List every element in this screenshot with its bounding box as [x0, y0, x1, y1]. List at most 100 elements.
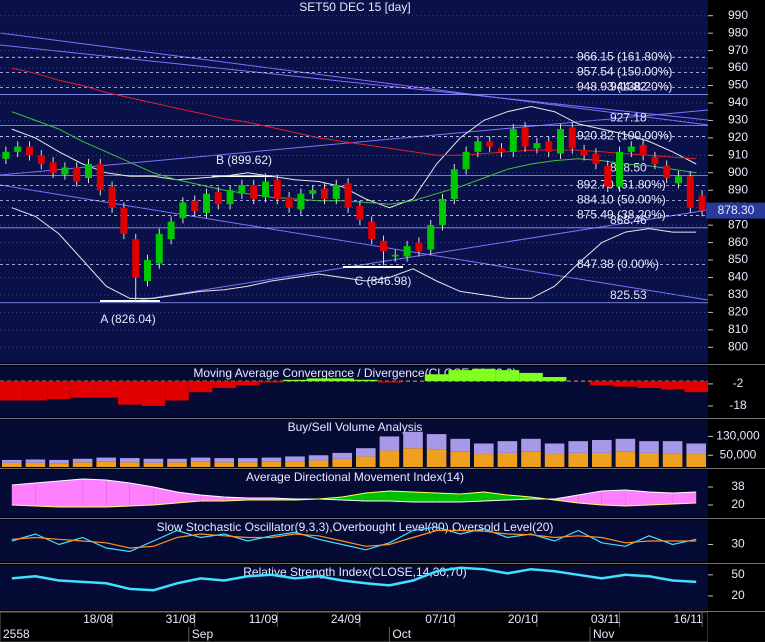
- volume-bar: [120, 462, 140, 467]
- candle-body: [132, 239, 140, 278]
- candle-body: [344, 183, 352, 208]
- volume-bar: [426, 449, 447, 467]
- volume-bar: [662, 453, 683, 467]
- x-tick-label: 18/08: [83, 612, 113, 626]
- volume-bar: [686, 443, 706, 455]
- panel-title: Average Directional Movement Index(14): [246, 470, 464, 484]
- y-tick-label: -18: [729, 398, 747, 412]
- volume-bar: [379, 450, 400, 467]
- dmi-fill: [106, 480, 130, 507]
- macd-bar: [47, 381, 71, 400]
- candle-body: [592, 153, 600, 165]
- macd-bar: [684, 381, 708, 393]
- volume-bar: [568, 452, 588, 467]
- volume-bar: [521, 451, 541, 467]
- macd-bar: [212, 381, 236, 389]
- candle-body: [321, 188, 328, 199]
- macd-bar: [141, 381, 166, 406]
- candle-body: [155, 233, 163, 264]
- candle-body: [73, 167, 81, 182]
- candle-body: [415, 242, 423, 252]
- candle-body: [250, 184, 258, 199]
- y-tick-label: 810: [728, 322, 748, 336]
- y-tick-label: 940: [728, 95, 748, 109]
- candle-body: [368, 221, 376, 240]
- dmi-fill: [35, 481, 59, 507]
- candle-body: [521, 127, 529, 147]
- macd-bar: [354, 379, 378, 382]
- candle-body: [498, 148, 505, 152]
- macd-bar: [542, 377, 567, 382]
- candle-body: [332, 184, 340, 199]
- dmi-fill: [342, 493, 366, 501]
- annotation: C (846.98): [355, 274, 412, 288]
- volume-bar: [332, 458, 352, 467]
- y-tick-label: 960: [728, 60, 748, 74]
- volume-bar: [261, 457, 282, 462]
- dmi-fill: [389, 491, 413, 502]
- x-tick-label: 16/11: [674, 612, 703, 626]
- trendline: [0, 184, 709, 301]
- volume-bar: [639, 452, 659, 467]
- candle-body: [61, 167, 69, 175]
- trendline: [139, 209, 709, 301]
- candle-body: [557, 129, 564, 154]
- month-label: 2558: [3, 627, 30, 641]
- candle-body: [120, 207, 128, 234]
- volume-bar: [403, 431, 423, 449]
- dmi-line: [11, 478, 697, 503]
- volume-bar: [379, 436, 400, 451]
- volume-bar: [332, 452, 352, 459]
- dmi-fill: [413, 492, 437, 502]
- volume-bar: [49, 459, 69, 464]
- trendline: [0, 44, 709, 121]
- candle-body: [450, 169, 458, 199]
- trendline: [0, 109, 709, 176]
- volume-bar: [167, 458, 187, 463]
- macd-bar: [330, 378, 354, 382]
- dmi-line: [11, 490, 697, 508]
- candle-body: [179, 202, 187, 219]
- y-tick-label: 980: [728, 25, 748, 39]
- x-tick-label: 31/08: [166, 612, 196, 626]
- candle-body: [203, 193, 210, 213]
- y-tick-label: 50: [731, 567, 745, 581]
- volume-bar: [521, 438, 541, 452]
- macd-bar: [660, 381, 685, 390]
- dmi-fill: [11, 483, 36, 506]
- volume-bar: [592, 452, 612, 467]
- macd-bar: [70, 381, 95, 398]
- candle-body: [167, 221, 175, 240]
- candle-body: [663, 165, 671, 179]
- x-tick-label: 20/10: [508, 612, 538, 626]
- annotation: B (899.62): [216, 153, 272, 167]
- y-tick-label: 950: [728, 78, 748, 92]
- month-label: Sep: [192, 627, 214, 641]
- y-tick-label: 800: [728, 339, 748, 353]
- candle-body: [380, 240, 387, 252]
- volume-bar: [403, 448, 423, 467]
- trendlines: [0, 32, 709, 301]
- dmi-fill: [649, 492, 673, 505]
- y-tick-label: 860: [728, 235, 748, 249]
- volume-bar: [308, 455, 329, 461]
- right-axis: [708, 0, 765, 642]
- candle-body: [427, 225, 435, 250]
- macd-bar: [283, 379, 307, 382]
- indicator-line: [11, 566, 697, 592]
- macd-bar: [613, 381, 638, 387]
- panel-title: Buy/Sell Volume Analysis: [288, 420, 423, 434]
- volume-bar: [25, 459, 46, 463]
- candle-body: [568, 127, 576, 149]
- candle-body: [214, 191, 222, 205]
- macd-bar: [306, 378, 331, 382]
- fib-label: 957.54 (150.00%): [577, 65, 672, 79]
- macd-bar: [448, 370, 472, 382]
- volume-bar: [238, 458, 258, 463]
- dmi-fill: [82, 479, 107, 507]
- rsi-panel: [0, 565, 708, 610]
- dmi-fill: [436, 493, 461, 502]
- y-tick-label: 870: [728, 217, 748, 231]
- candle-body: [273, 179, 281, 199]
- macd-bar: [637, 381, 661, 389]
